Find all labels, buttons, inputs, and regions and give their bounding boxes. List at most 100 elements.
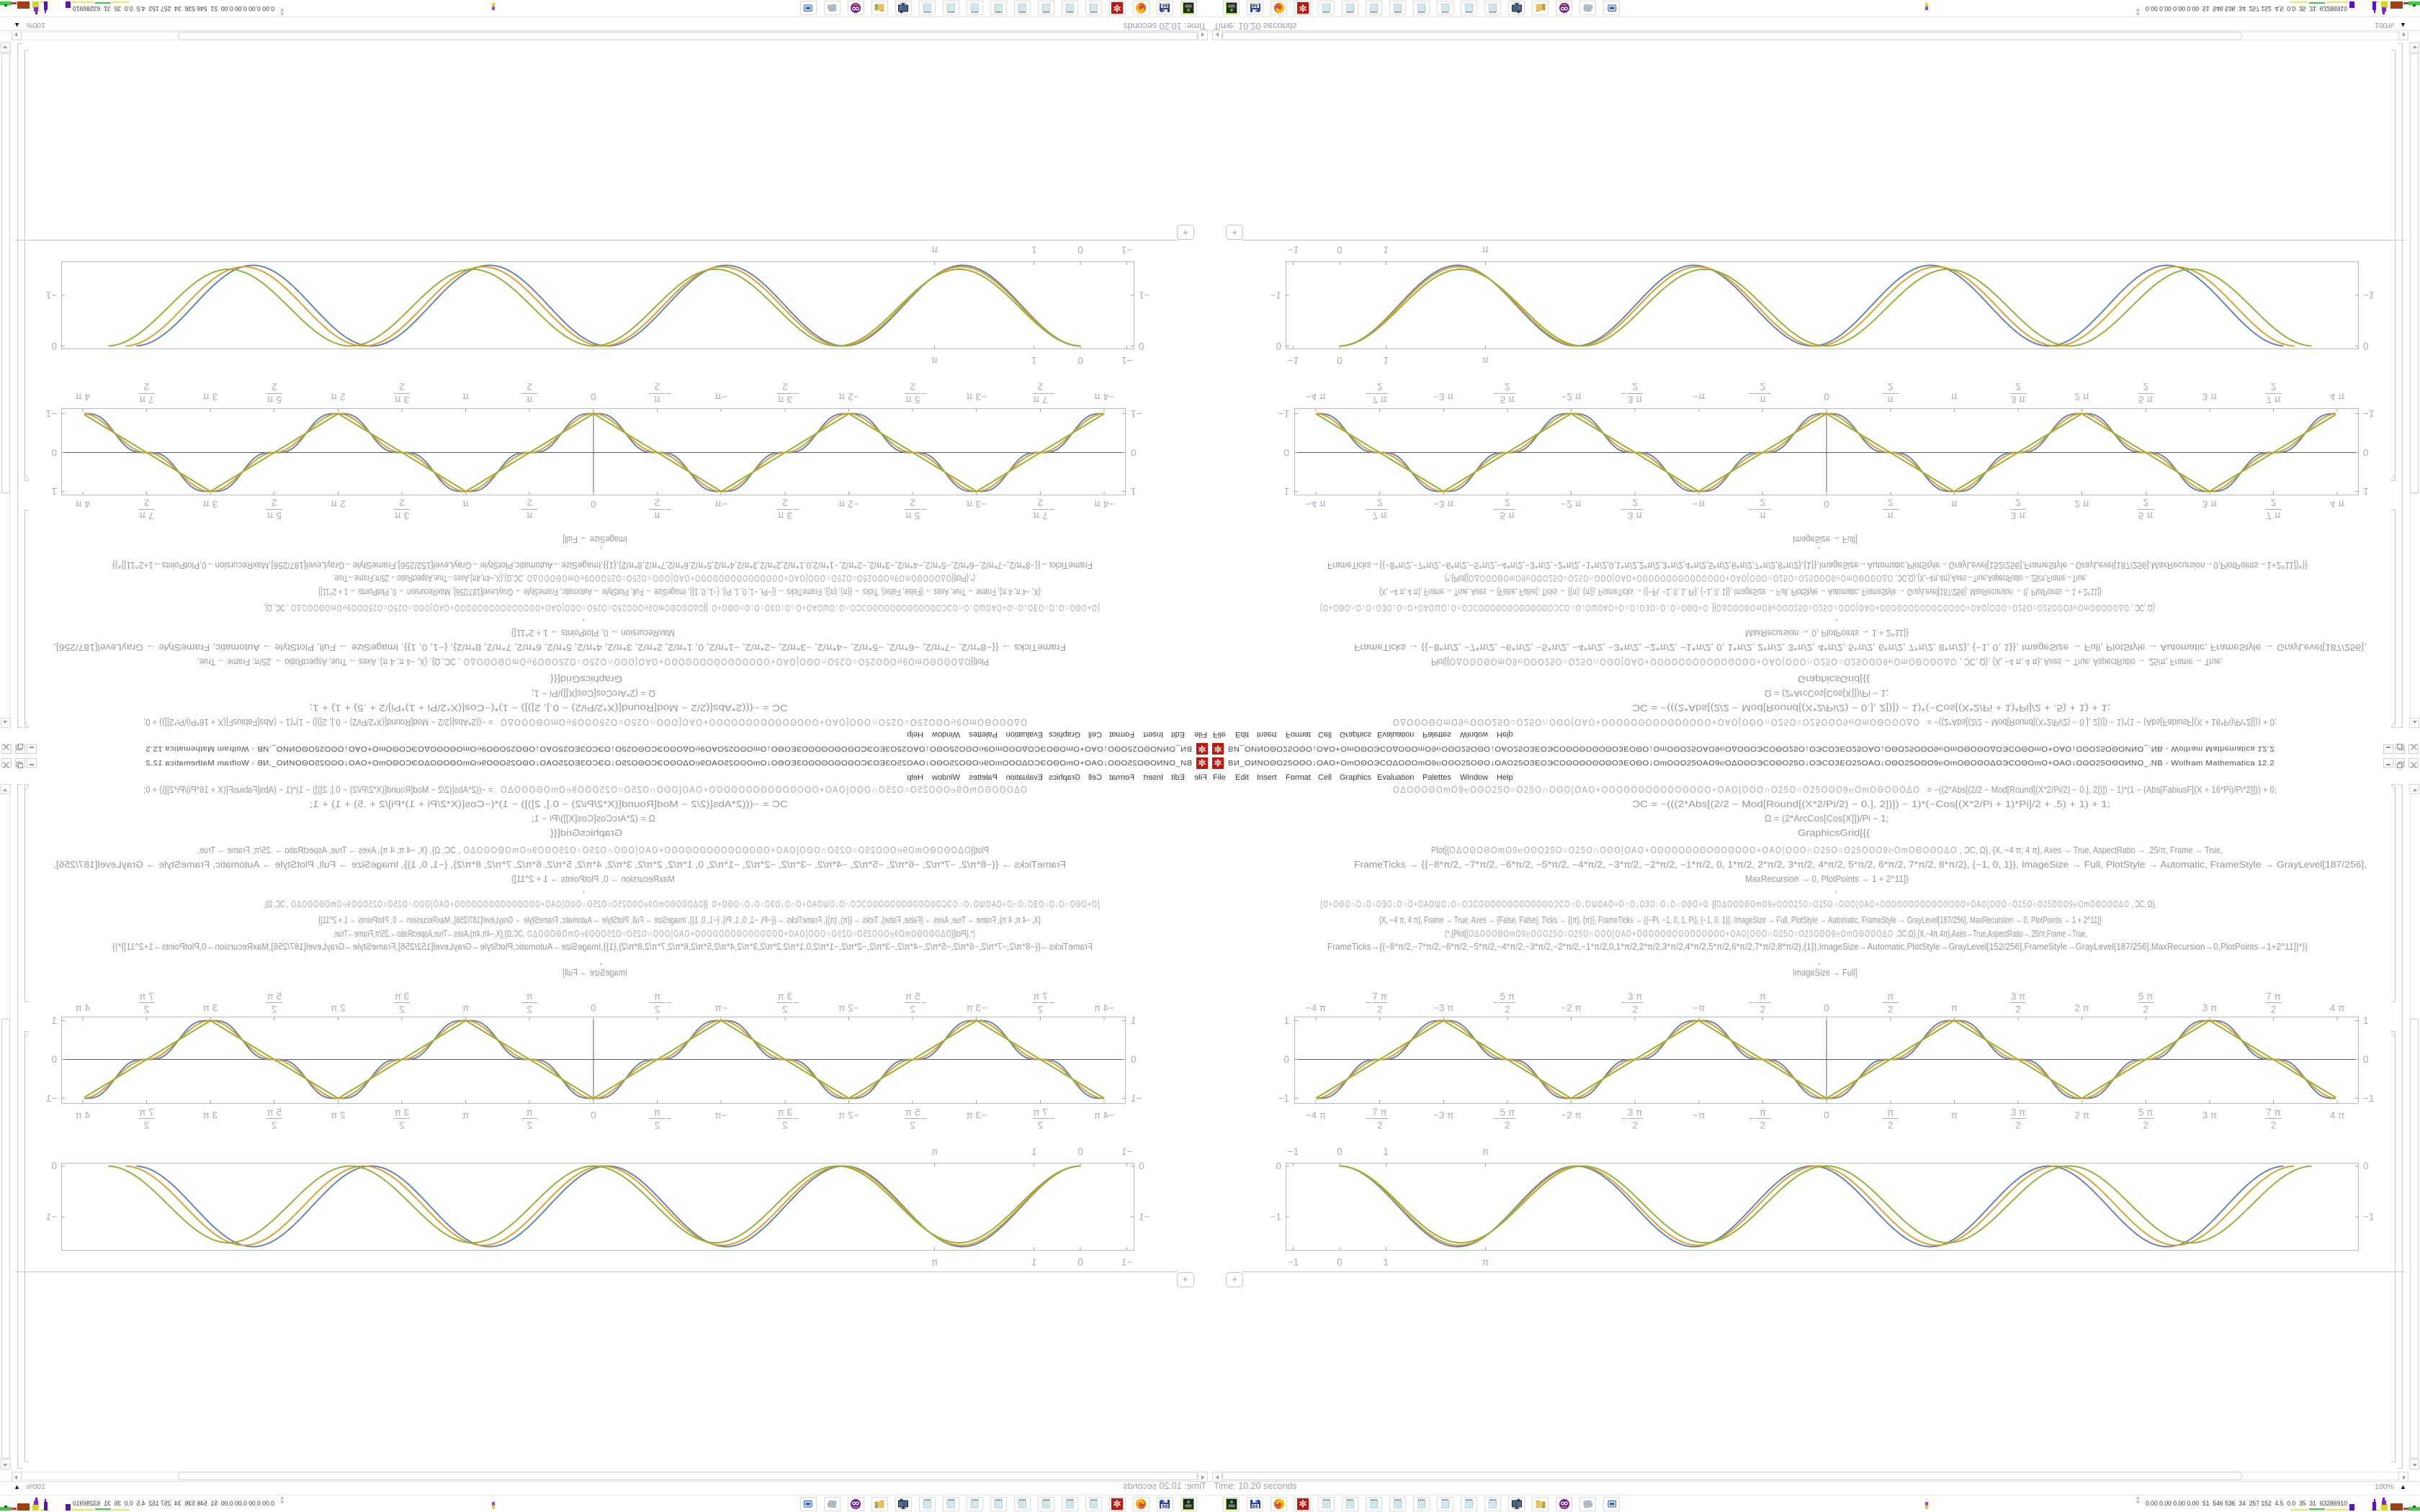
svg-text:4 π: 4 π [2330, 499, 2345, 510]
svg-text:2: 2 [655, 382, 660, 392]
svg-text:2: 2 [1377, 1004, 1383, 1015]
svg-text:1: 1 [1131, 486, 1137, 497]
svg-text:1: 1 [1283, 1015, 1289, 1026]
svg-text:5 π: 5 π [905, 1107, 920, 1118]
svg-text:5 π: 5 π [2138, 395, 2154, 405]
svg-text:−1: −1 [1121, 1146, 1132, 1157]
svg-text:0: 0 [1337, 245, 1343, 256]
svg-text:−1: −1 [1139, 1212, 1150, 1223]
svg-text:−2 π: −2 π [838, 1110, 859, 1121]
svg-text:7 π: 7 π [2266, 991, 2281, 1002]
svg-text:0: 0 [1276, 1161, 1281, 1171]
svg-text:5 π: 5 π [2138, 1107, 2154, 1118]
svg-text:3 π: 3 π [1628, 510, 1643, 521]
svg-text:2: 2 [910, 382, 915, 392]
svg-text:−1: −1 [1270, 1212, 1281, 1223]
svg-text:−3 π: −3 π [1433, 1110, 1453, 1121]
svg-text:0: 0 [591, 1003, 596, 1014]
svg-text:3 π: 3 π [2011, 510, 2026, 521]
svg-text:2: 2 [1760, 1004, 1766, 1015]
svg-text:7 π: 7 π [1033, 991, 1048, 1002]
svg-text:3 π: 3 π [395, 395, 410, 405]
svg-text:−4 π: −4 π [1306, 499, 1326, 510]
svg-text:2: 2 [1760, 498, 1766, 508]
svg-text:2: 2 [655, 498, 660, 508]
svg-text:2: 2 [526, 1120, 532, 1131]
svg-text:3 π: 3 π [778, 510, 793, 521]
svg-text:1: 1 [1384, 1257, 1389, 1268]
svg-text:2: 2 [272, 382, 277, 392]
svg-text:−3 π: −3 π [966, 392, 986, 402]
svg-text:−: − [1621, 997, 1626, 1008]
svg-text:−4 π: −4 π [1306, 1110, 1326, 1121]
svg-text:−: − [666, 388, 671, 399]
svg-text:7 π: 7 π [1372, 991, 1387, 1002]
svg-text:−2 π: −2 π [1561, 499, 1581, 510]
svg-text:5 π: 5 π [2138, 510, 2154, 521]
svg-text:−: − [1366, 1113, 1371, 1124]
svg-text:1: 1 [2363, 1015, 2369, 1026]
svg-text:−π: −π [715, 392, 727, 402]
svg-text:0: 0 [2363, 447, 2369, 458]
svg-text:3 π: 3 π [395, 510, 410, 521]
svg-text:5 π: 5 π [1500, 1107, 1515, 1118]
svg-text:2: 2 [399, 1120, 405, 1131]
svg-text:64: 64 [1162, 3, 1168, 8]
svg-text:4 π: 4 π [76, 1003, 91, 1014]
svg-text:0: 0 [1077, 245, 1083, 256]
svg-text:0: 0 [1824, 499, 1829, 510]
svg-text:3 π: 3 π [778, 395, 793, 405]
svg-text:2: 2 [910, 1120, 915, 1131]
svg-text:2: 2 [1377, 382, 1383, 392]
svg-text:2: 2 [1888, 1120, 1894, 1131]
svg-text:−1: −1 [46, 290, 57, 301]
svg-text:3 π: 3 π [2011, 1107, 2026, 1118]
svg-text:π: π [1760, 991, 1766, 1002]
svg-text:7 π: 7 π [2266, 1107, 2281, 1118]
svg-text:−: − [666, 504, 671, 515]
svg-text:−4 π: −4 π [1094, 1003, 1114, 1014]
svg-text:π: π [462, 1003, 469, 1014]
svg-text:−: − [794, 997, 799, 1008]
svg-text:−1: −1 [1270, 290, 1281, 301]
svg-text:0: 0 [1131, 1054, 1137, 1065]
svg-text:−π: −π [1693, 1110, 1705, 1121]
svg-text:3 π: 3 π [2202, 499, 2218, 510]
svg-text:−: − [1749, 1113, 1754, 1124]
svg-text:0: 0 [2363, 1161, 2369, 1171]
svg-text:π: π [1760, 1107, 1766, 1118]
svg-text:7 π: 7 π [1033, 1107, 1048, 1118]
svg-text:2 π: 2 π [331, 392, 346, 402]
svg-text:π: π [1887, 991, 1894, 1002]
svg-text:0: 0 [1077, 355, 1083, 366]
svg-text:2: 2 [2143, 382, 2149, 392]
svg-text:2: 2 [399, 382, 405, 392]
svg-text:0: 0 [1139, 1161, 1144, 1171]
svg-text:2: 2 [655, 1004, 660, 1015]
svg-text:0: 0 [1283, 447, 1289, 458]
svg-text:2: 2 [1038, 382, 1044, 392]
svg-text:2 π: 2 π [2074, 1003, 2089, 1014]
svg-text:−: − [1749, 997, 1754, 1008]
svg-text:−3 π: −3 π [966, 499, 986, 510]
svg-text:−1: −1 [1131, 1093, 1142, 1104]
svg-text:−2 π: −2 π [838, 499, 859, 510]
svg-text:2: 2 [272, 1120, 277, 1131]
svg-text:π: π [526, 510, 533, 521]
svg-text:0: 0 [1824, 1110, 1829, 1121]
svg-text:−: − [921, 997, 927, 1008]
svg-text:1: 1 [51, 1015, 57, 1026]
svg-text:−4 π: −4 π [1094, 1110, 1114, 1121]
svg-text:0: 0 [591, 499, 596, 510]
svg-text:−2 π: −2 π [1561, 1110, 1581, 1121]
svg-text:1: 1 [1031, 245, 1037, 256]
svg-text:2: 2 [2143, 1004, 2149, 1015]
svg-text:2: 2 [1632, 1004, 1638, 1015]
svg-text:3 π: 3 π [1628, 991, 1643, 1002]
svg-text:0: 0 [2363, 341, 2369, 351]
svg-text:−: − [666, 997, 671, 1008]
svg-text:π: π [526, 1107, 533, 1118]
svg-text:0: 0 [1824, 392, 1829, 402]
svg-text:4 π: 4 π [76, 1110, 91, 1121]
svg-text:1: 1 [1031, 1146, 1037, 1157]
